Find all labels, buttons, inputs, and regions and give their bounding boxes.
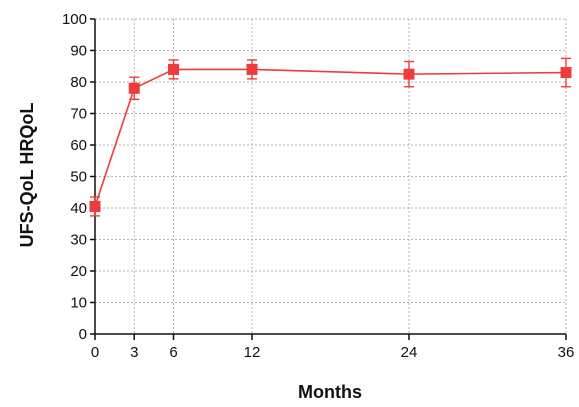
y-tick-label: 100	[62, 11, 87, 28]
x-tick-label: 6	[169, 344, 177, 361]
y-tick-label: 40	[70, 200, 87, 217]
y-tick-label: 90	[70, 43, 87, 60]
x-tick-label: 0	[91, 344, 99, 361]
y-tick-label: 60	[70, 137, 87, 154]
y-tick-label: 10	[70, 295, 87, 312]
series-line	[94, 68, 567, 207]
x-axis-title: Months	[298, 382, 362, 402]
data-point-marker	[168, 63, 179, 75]
data-point-marker	[128, 82, 140, 94]
chart-series	[89, 57, 572, 217]
chart-grid	[95, 18, 567, 334]
x-tick-label: 36	[558, 344, 575, 361]
y-tick-label: 20	[70, 263, 87, 280]
data-point-marker	[89, 200, 101, 212]
y-tick-label: 30	[70, 232, 87, 249]
x-tick-label: 24	[401, 344, 418, 361]
data-point-marker	[560, 67, 572, 79]
x-tick-label: 3	[130, 344, 138, 361]
y-axis-ticks: 0 10 20 30 40 50 60 70 80 90 100	[62, 11, 95, 343]
y-tick-label: 80	[70, 74, 87, 91]
data-point-marker	[246, 63, 258, 75]
y-tick-label: 50	[70, 169, 87, 186]
y-tick-label: 70	[70, 106, 87, 123]
x-axis-ticks: 0 3 6 12 24 36	[91, 334, 575, 361]
y-axis-title: UFS-QoL HRQoL	[17, 103, 37, 248]
data-point-marker	[403, 68, 415, 80]
x-tick-label: 12	[244, 344, 261, 361]
y-tick-label: 0	[79, 326, 87, 343]
